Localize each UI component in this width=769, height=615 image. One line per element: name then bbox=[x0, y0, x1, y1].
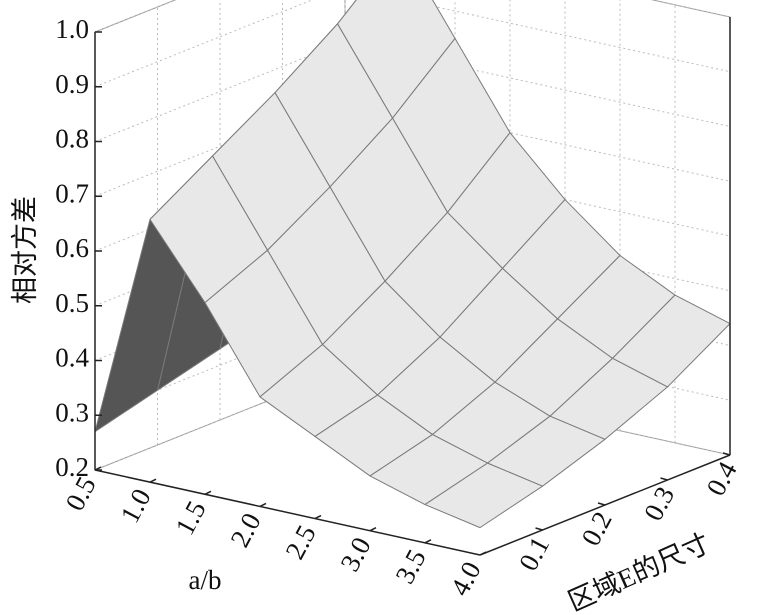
x-tick-label: 3.0 bbox=[334, 532, 376, 576]
tick-mark bbox=[722, 452, 731, 456]
z-tick-label: 0.3 bbox=[55, 397, 89, 427]
tick-mark bbox=[535, 527, 543, 531]
surface-patch bbox=[424, 462, 543, 529]
tick-mark bbox=[149, 478, 157, 483]
tick-mark bbox=[660, 477, 668, 481]
z-tick-label: 0.6 bbox=[55, 233, 89, 263]
x-tick-label: 3.5 bbox=[389, 545, 431, 589]
x-axis-label: a/b bbox=[189, 565, 222, 595]
y-tick-label: 0.4 bbox=[700, 456, 743, 500]
axis-line bbox=[94, 469, 481, 556]
y-tick-label: 0.3 bbox=[638, 482, 680, 526]
x-tick-label: 2.0 bbox=[224, 508, 266, 552]
z-axis-label: 相对方差 bbox=[10, 196, 40, 304]
z-tick-label: 0.4 bbox=[55, 343, 89, 373]
z-tick-label: 1.0 bbox=[55, 14, 89, 44]
tick-mark bbox=[369, 527, 377, 532]
x-tick-label: 4.0 bbox=[444, 557, 486, 601]
z-tick-label: 0.5 bbox=[55, 288, 89, 318]
x-tick-label: 1.0 bbox=[114, 484, 156, 528]
tick-mark bbox=[204, 490, 212, 495]
z-tick-label: 0.7 bbox=[55, 178, 89, 208]
x-tick-label: 2.5 bbox=[279, 520, 321, 564]
z-tick-label: 0.2 bbox=[55, 452, 89, 482]
x-tick-label: 1.5 bbox=[169, 496, 211, 540]
z-tick-label: 0.9 bbox=[55, 69, 89, 99]
tick-mark bbox=[259, 502, 267, 508]
tick-mark bbox=[424, 539, 432, 544]
tick-mark bbox=[597, 502, 606, 506]
tick-mark bbox=[314, 514, 322, 520]
tick-mark bbox=[479, 551, 487, 556]
tick-mark bbox=[94, 466, 102, 471]
y-tick-label: 0.2 bbox=[575, 507, 617, 551]
z-tick-label: 0.8 bbox=[55, 124, 89, 154]
y-tick-label: 0.1 bbox=[513, 532, 555, 576]
